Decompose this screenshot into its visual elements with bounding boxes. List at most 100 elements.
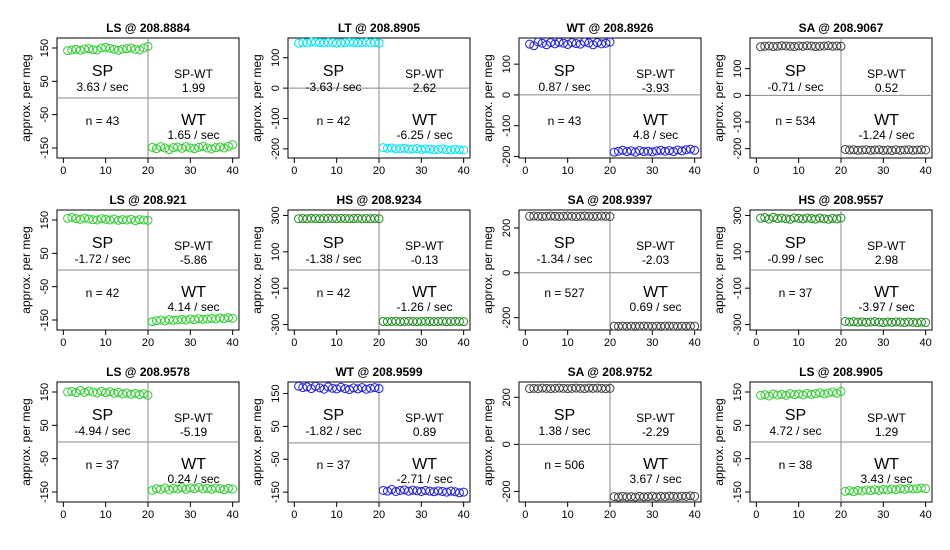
x-tick-label: 0	[753, 509, 759, 521]
wt-point	[399, 143, 409, 153]
sp-point	[537, 38, 547, 48]
wt-rate: 0.69 / sec	[629, 300, 681, 314]
sp-point	[113, 387, 123, 397]
sp-rate: -1.72 / sec	[74, 252, 130, 266]
wt-point	[690, 145, 700, 155]
panel-title: LS @ 208.9578	[106, 365, 190, 379]
sp-point	[336, 38, 346, 48]
wt-point	[454, 488, 464, 498]
wt-label: WT	[643, 456, 668, 473]
x-tick-label: 20	[142, 509, 154, 521]
sp-point	[781, 390, 791, 400]
sp-point	[113, 45, 123, 55]
wt-point	[639, 492, 649, 502]
x-tick-label: 20	[835, 165, 847, 177]
sp-point	[558, 38, 568, 48]
wt-rate: 3.67 / sec	[629, 472, 681, 486]
y-axis-label: approx. per meg	[19, 226, 33, 313]
wt-point	[168, 143, 178, 153]
sp-point	[80, 44, 90, 54]
sp-wt-value: 0.89	[413, 425, 437, 439]
sp-point	[118, 44, 128, 54]
sp-point	[143, 215, 153, 225]
sp-point	[298, 383, 308, 393]
wt-point	[904, 317, 914, 327]
wt-point	[459, 487, 469, 497]
x-tick-label: 40	[689, 165, 701, 177]
sp-point	[92, 215, 102, 225]
sp-point	[592, 38, 602, 48]
wt-point	[916, 483, 926, 493]
panel-title: WT @ 208.9599	[335, 365, 422, 379]
sp-point	[84, 214, 94, 224]
n-label: n = 42	[86, 286, 120, 300]
sp-point	[563, 39, 573, 49]
x-tick-label: 30	[184, 337, 196, 349]
sp-point	[88, 387, 98, 397]
sp-point	[67, 386, 77, 396]
wt-point	[228, 313, 238, 323]
sp-point	[75, 45, 85, 55]
wt-point	[690, 491, 700, 501]
sp-point	[781, 214, 791, 224]
y-tick-label: 100	[270, 243, 282, 261]
wt-rate: -1.26 / sec	[396, 300, 452, 314]
sp-point	[768, 42, 778, 52]
wt-label: WT	[874, 456, 899, 473]
y-tick-label: -100	[732, 111, 744, 133]
wt-point	[228, 140, 238, 150]
y-tick-label: 150	[39, 383, 51, 401]
panel: LS @ 208.921 0 10 20 30 40 150 50 -50 -150 approx.…	[19, 193, 240, 349]
sp-point	[601, 211, 611, 221]
wt-point	[908, 484, 918, 494]
sp-point	[836, 213, 846, 223]
sp-wt-label: SP-WT	[867, 239, 906, 253]
sp-point	[819, 389, 829, 399]
sp-wt-value: 1.99	[182, 81, 206, 95]
sp-wt-value: 2.62	[413, 81, 437, 95]
wt-rate: -2.71 / sec	[396, 472, 452, 486]
sp-point	[605, 212, 615, 222]
sp-rate: -1.34 / sec	[536, 252, 592, 266]
sp-point	[756, 213, 766, 223]
sp-wt-label: SP-WT	[867, 411, 906, 425]
y-tick-label: 200	[501, 219, 513, 237]
sp-point	[84, 386, 94, 396]
x-tick-label: 30	[184, 165, 196, 177]
y-tick-label: 100	[501, 55, 513, 73]
x-tick-label: 20	[142, 165, 154, 177]
sp-label: SP	[92, 407, 113, 424]
x-tick-label: 40	[458, 165, 470, 177]
x-tick-label: 20	[835, 509, 847, 521]
sp-point	[84, 44, 94, 54]
sp-label: SP	[785, 63, 806, 80]
sp-wt-label: SP-WT	[867, 67, 906, 81]
sp-point	[361, 384, 371, 394]
y-tick-label: -50	[732, 451, 744, 467]
sp-rate: 1.38 / sec	[538, 424, 590, 438]
sp-point	[601, 38, 611, 48]
y-axis-label: approx. per meg	[481, 398, 495, 485]
y-axis-label: approx. per meg	[712, 226, 726, 313]
sp-point	[370, 38, 380, 48]
n-label: n = 38	[779, 458, 813, 472]
wt-label: WT	[643, 284, 668, 301]
x-tick-label: 10	[562, 165, 574, 177]
wt-point	[194, 482, 204, 492]
sp-point	[96, 214, 106, 224]
wt-point	[185, 143, 195, 153]
x-tick-label: 0	[522, 337, 528, 349]
x-tick-label: 30	[415, 337, 427, 349]
sp-point	[344, 385, 354, 395]
y-tick-label: -50	[39, 451, 51, 467]
y-tick-label: -50	[39, 107, 51, 123]
wt-point	[849, 487, 859, 497]
panel: LS @ 208.9905 0 10 20 30 40 150 50 -50 -150 approx…	[712, 365, 933, 521]
sp-wt-label: SP-WT	[174, 411, 213, 425]
wt-point	[219, 143, 229, 153]
wt-point	[223, 483, 233, 493]
wt-point	[181, 484, 191, 494]
wt-point	[459, 317, 469, 327]
sp-rate: 0.87 / sec	[538, 80, 590, 94]
